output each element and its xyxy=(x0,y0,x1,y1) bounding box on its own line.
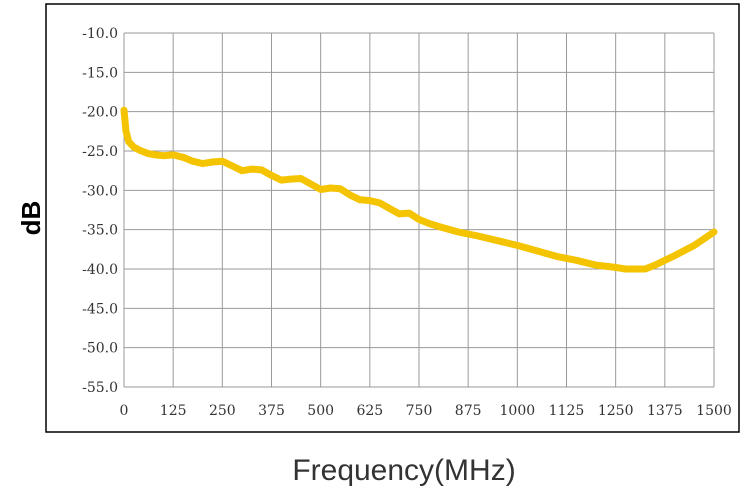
y-tick-label: -25.0 xyxy=(82,144,118,160)
x-tick-label: 500 xyxy=(307,403,334,419)
y-tick-label: -20.0 xyxy=(82,105,118,121)
y-tick-label: -10.0 xyxy=(82,26,118,42)
x-tick-label: 1125 xyxy=(549,403,585,419)
y-tick-label: -45.0 xyxy=(82,301,118,317)
grid xyxy=(123,32,715,388)
y-axis-ticks: -10.0 -15.0 -20.0 -25.0 -30.0 -35.0 -40.0 -45.0… xyxy=(82,26,118,396)
x-tick-label: 0 xyxy=(120,403,129,419)
x-tick-label: 875 xyxy=(455,403,482,419)
y-tick-label: -50.0 xyxy=(82,341,118,357)
y-tick-label: -35.0 xyxy=(82,223,118,239)
chart-frame xyxy=(45,3,740,433)
x-tick-label: 1000 xyxy=(500,403,536,419)
x-tick-label: 750 xyxy=(406,403,433,419)
x-axis-title: Frequency(MHz) xyxy=(292,454,515,487)
y-tick-label: -30.0 xyxy=(82,183,118,199)
y-tick-label: -55.0 xyxy=(82,380,118,396)
x-tick-label: 1250 xyxy=(598,403,634,419)
x-tick-label: 1375 xyxy=(647,403,683,419)
series-layer xyxy=(120,106,718,273)
x-tick-label: 625 xyxy=(356,403,383,419)
y-tick-label: -40.0 xyxy=(82,262,118,278)
x-tick-label: 1500 xyxy=(696,403,732,419)
x-axis-ticks: 0 125 250 375 500 625 750 875 1000 1125 1250 1375 15… xyxy=(120,403,732,419)
y-axis-title: dB xyxy=(16,201,46,236)
x-tick-label: 375 xyxy=(258,403,285,419)
x-tick-label: 250 xyxy=(209,403,236,419)
x-tick-label: 125 xyxy=(160,403,187,419)
y-tick-label: -15.0 xyxy=(82,65,118,81)
series-line-0 xyxy=(120,106,718,273)
